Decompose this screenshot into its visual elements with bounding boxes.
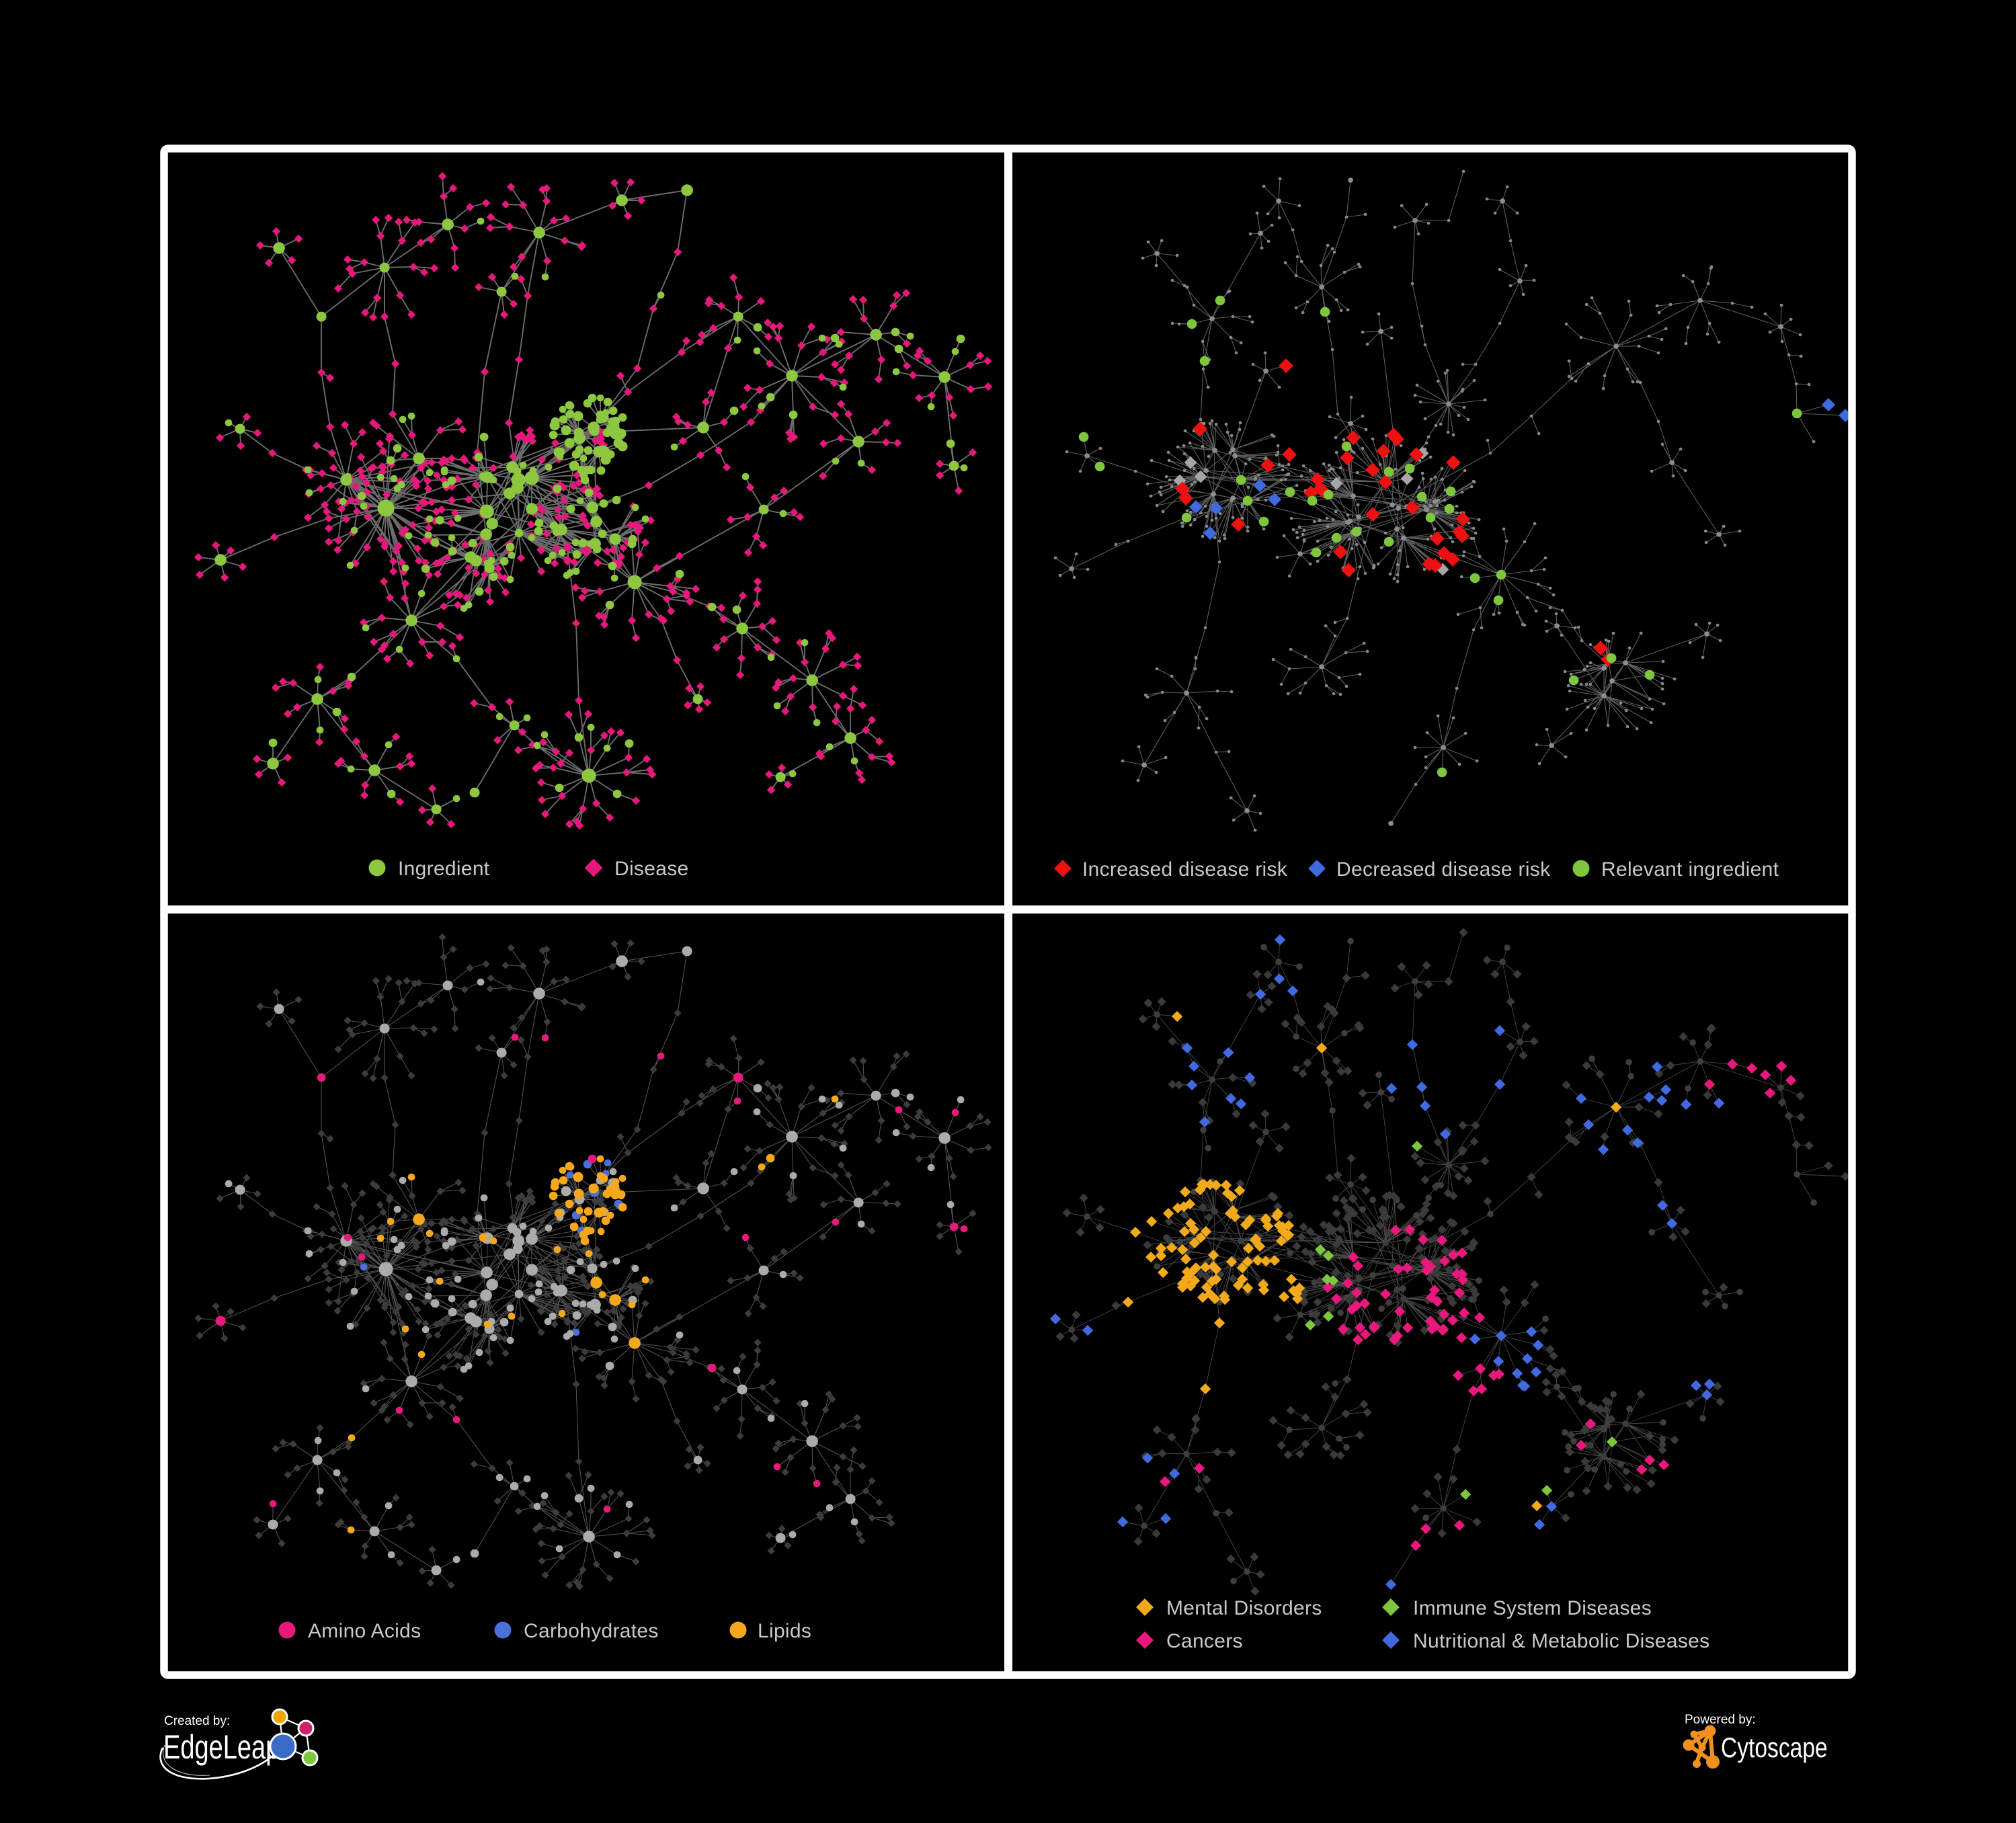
svg-text:EdgeLeap: EdgeLeap: [163, 1729, 280, 1766]
svg-text:Created by:: Created by:: [164, 1714, 230, 1728]
svg-text:Cancers: Cancers: [1166, 1630, 1243, 1652]
svg-text:Lipids: Lipids: [758, 1620, 811, 1642]
svg-text:Nutritional & Metabolic Diseas: Nutritional & Metabolic Diseases: [1413, 1630, 1709, 1652]
svg-text:Amino Acids: Amino Acids: [308, 1620, 421, 1642]
svg-text:Immune System Diseases: Immune System Diseases: [1413, 1597, 1652, 1619]
svg-text:Ingredient: Ingredient: [398, 858, 490, 880]
svg-text:Mental Disorders: Mental Disorders: [1166, 1597, 1322, 1619]
svg-text:Carbohydrates: Carbohydrates: [524, 1620, 659, 1642]
svg-text:Cytoscape: Cytoscape: [1721, 1733, 1828, 1764]
svg-text:Powered by:: Powered by:: [1685, 1713, 1756, 1727]
svg-text:Increased disease risk: Increased disease risk: [1082, 858, 1288, 881]
svg-text:Decreased disease risk: Decreased disease risk: [1336, 858, 1551, 881]
svg-text:Relevant ingredient: Relevant ingredient: [1601, 858, 1779, 881]
svg-text:Disease: Disease: [614, 858, 688, 880]
